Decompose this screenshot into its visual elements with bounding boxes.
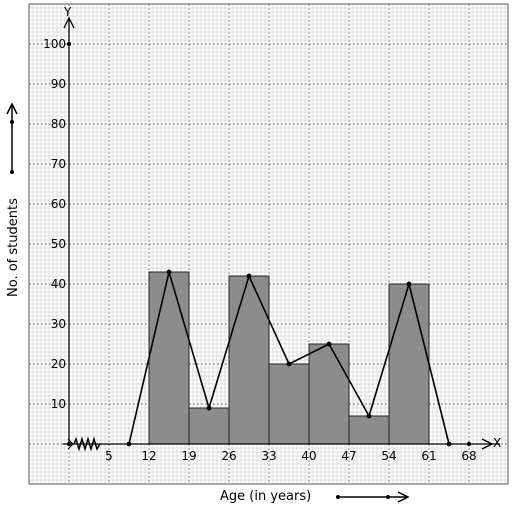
grid-border — [28, 3, 509, 485]
histogram-bar — [228, 275, 270, 445]
y-direction-dot — [10, 170, 14, 174]
frequency-polygon-point — [366, 413, 372, 419]
histogram-bar — [148, 271, 190, 445]
x-tick-label: 40 — [301, 449, 316, 463]
y-direction-arrowhead — [6, 102, 18, 115]
y-tick-label: 60 — [51, 197, 66, 211]
x-tick-label: 26 — [221, 449, 236, 463]
frequency-polygon-point — [206, 405, 212, 411]
y-tick-label: 80 — [51, 117, 66, 131]
y-axis-label: No. of students — [6, 198, 21, 297]
axes — [63, 16, 500, 452]
y-tick-label: 20 — [51, 357, 66, 371]
histogram-bar — [268, 363, 310, 445]
x-tick-label: 54 — [381, 449, 396, 463]
x-axis-letter: X — [493, 436, 501, 450]
y-tick-label: 100 — [43, 37, 66, 51]
frequency-polygon-point — [286, 361, 292, 367]
y-tick-label: 70 — [51, 157, 66, 171]
histogram-bars — [148, 271, 430, 445]
x-axis-arrowhead — [481, 438, 494, 450]
histogram-bar — [188, 407, 230, 445]
x-tick-label: 5 — [105, 449, 113, 463]
axis-break-zigzag — [73, 436, 101, 452]
histogram-bar — [388, 283, 430, 445]
frequency-polygon-point — [446, 441, 452, 447]
frequency-polygon-point — [166, 269, 172, 275]
y-tick-label: 50 — [51, 237, 66, 251]
x-tick-label: 61 — [421, 449, 436, 463]
frequency-polygon-point — [126, 441, 132, 447]
frequency-polygon-point — [406, 281, 412, 287]
x-axis-point — [466, 441, 472, 447]
x-tick-label: 68 — [461, 449, 476, 463]
y-tick-label: 30 — [51, 317, 66, 331]
origin-point — [66, 441, 72, 447]
frequency-polygon-point — [326, 341, 332, 347]
y-axis-letter: Y — [63, 5, 72, 19]
y-axis-arrowhead — [63, 16, 75, 29]
x-direction-dot — [336, 495, 340, 499]
axis-titles: Y X Age (in years) No. of students — [6, 5, 501, 504]
tick-labels: 5 12 19 26 33 40 47 54 61 68 10 20 30 40 50 60 70 80 90 100 — [43, 37, 477, 463]
x-axis-left-arrowhead — [67, 438, 74, 450]
y-tick-label: 90 — [51, 77, 66, 91]
x-direction-dot — [386, 495, 390, 499]
x-tick-label: 33 — [261, 449, 276, 463]
y-tick-label: 10 — [51, 397, 66, 411]
x-tick-label: 47 — [341, 449, 356, 463]
frequency-polygon — [126, 268, 472, 447]
y-axis-point — [66, 41, 72, 47]
frequency-polygon-point — [246, 273, 252, 279]
histogram-bar — [348, 415, 390, 445]
x-tick-label: 12 — [141, 449, 156, 463]
y-tick-label: 40 — [51, 277, 66, 291]
direction-arrows — [6, 102, 410, 503]
x-axis-label: Age (in years) — [220, 489, 311, 504]
histogram-bar — [308, 343, 350, 445]
x-tick-label: 19 — [181, 449, 196, 463]
x-direction-arrowhead — [397, 491, 410, 503]
y-direction-dot — [10, 120, 14, 124]
